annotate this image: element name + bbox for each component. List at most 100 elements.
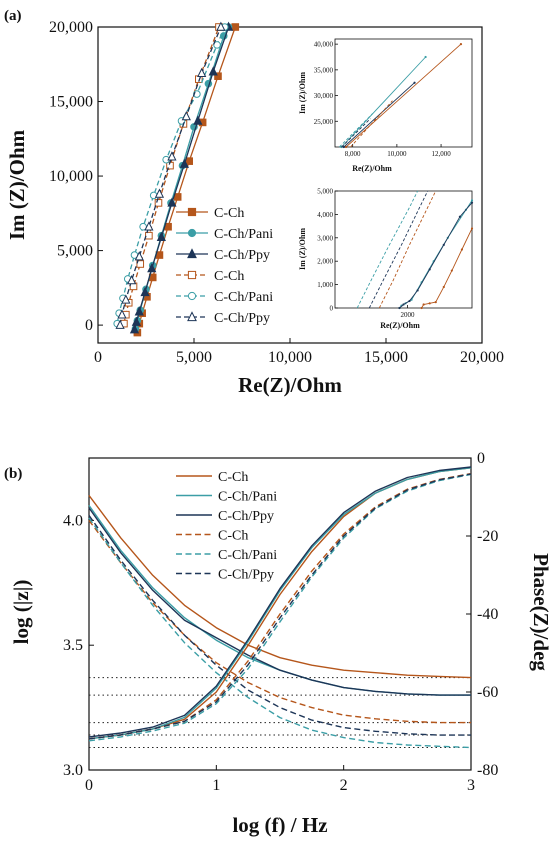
data-point-c-ch-ppy-dashed <box>121 294 131 304</box>
legend-marker <box>187 270 197 280</box>
y-tick-label: 5,000 <box>57 243 93 260</box>
y-tick-label: 0 <box>85 317 93 334</box>
inset-upper: 8,000 10,000 12,000 25,000 30,000 35,000 40,00… <box>298 38 473 173</box>
logz-line-c-ch-dashed <box>88 519 471 724</box>
inset-lower: 2000 0 1,000 2,000 3,000 4,000 5,000 Re(Z)/Ohm… <box>298 188 474 330</box>
data-point-c-ch-ppy-solid <box>156 231 166 241</box>
data-point-c-ch-ppy-solid <box>131 316 142 326</box>
inset-line-c-ch-pani-dashed <box>356 190 419 309</box>
inset-point-c-ch-solid <box>442 285 445 289</box>
inset-line-c-ch-solid <box>345 43 462 148</box>
panel-b-y-axis-title-right: Phase(Z)/deg <box>529 553 550 671</box>
legend-marker <box>187 228 197 238</box>
series-line-c-ch-ppy-dashed <box>119 26 222 326</box>
data-point-c-ch-solid <box>231 23 240 31</box>
inset-point-c-ch-solid <box>434 301 437 304</box>
panel-b-x-ticks: 0 1 2 3 <box>85 765 475 794</box>
legend-label: C-Ch/Pani <box>214 227 273 242</box>
data-point-c-ch-ppy-dashed <box>181 111 191 121</box>
inset-upper-ticks: 8,000 10,000 12,000 25,000 30,000 35,000 40,00… <box>314 41 451 158</box>
inset-upper-y-axis-title: Im (Z)/Ohm <box>298 72 307 114</box>
data-point-c-ch-solid <box>214 72 222 80</box>
inset-y-tick-label: 0 <box>330 305 334 313</box>
inset-line-c-ch-pani-solid <box>341 56 426 148</box>
data-point-c-ch-ppy-dashed <box>154 188 165 198</box>
legend-label: C-Ch/Ppy <box>218 568 274 583</box>
x-tick-label: 5,000 <box>176 349 212 366</box>
inset-x-tick-label: 10,000 <box>387 150 407 158</box>
logz-line-c-ch-solid <box>88 494 472 679</box>
data-point-c-ch-ppy-solid <box>179 158 190 168</box>
phase-line-c-ch-pani-dashed <box>88 473 472 742</box>
data-point-c-ch-ppy-dashed <box>197 67 207 78</box>
data-point-c-ch-ppy-dashed <box>134 251 144 261</box>
phase-line-c-ch-solid <box>88 467 472 740</box>
legend-marker <box>187 248 197 259</box>
legend-marker <box>187 311 197 322</box>
series-line-c-ch-pani-dashed <box>116 26 226 324</box>
inset-line-c-ch-dashed <box>350 100 393 148</box>
phase-line-c-ch-ppy-dashed <box>88 473 472 740</box>
inset-y-tick-label: 35,000 <box>314 66 334 74</box>
inset-lower-lines <box>356 190 474 310</box>
phase-line-c-ch-ppy-solid <box>88 466 472 738</box>
inset-point-c-ch-pani-solid <box>424 55 427 59</box>
inset-line-c-ch-ppy-dashed <box>341 118 371 148</box>
y-tick-label: 15,000 <box>49 94 93 111</box>
panel-b-y-ticks-right: 0 -20 -40 -60 -80 <box>466 450 498 779</box>
inset-y-tick-label: 40,000 <box>314 41 334 49</box>
y-right-tick-label: -20 <box>477 528 498 545</box>
y-right-tick-label: 0 <box>477 450 485 467</box>
inset-line-c-ch-ppy-solid <box>343 82 415 148</box>
data-point-c-ch-dashed <box>136 260 145 268</box>
data-point-c-ch-ppy-solid <box>129 324 140 334</box>
legend-marker <box>187 291 197 301</box>
inset-point-c-ch-solid <box>428 302 431 305</box>
phase-line-c-ch-pani-solid <box>88 467 472 740</box>
legend-label: C-Ch/Pani <box>218 490 277 505</box>
legend-label: C-Ch <box>214 206 244 221</box>
legend-marker <box>187 207 197 217</box>
data-point-c-ch-ppy-solid <box>208 66 218 76</box>
legend-label: C-Ch/Pani <box>218 548 277 563</box>
legend-label: C-Ch <box>218 529 248 544</box>
y-tick-label: 4.0 <box>63 512 83 529</box>
panel-b-y-ticks-left: 3.0 3.5 4.0 <box>63 512 94 779</box>
inset-point-c-ch-solid <box>450 269 453 272</box>
data-point-c-ch-ppy-dashed <box>115 319 125 329</box>
data-point-c-ch-dashed <box>145 231 153 240</box>
panel-b-x-axis-title: log (f) / Hz <box>232 813 327 837</box>
inset-point-c-ch-solid <box>344 145 348 149</box>
inset-point-c-ch-ppy-solid <box>408 299 411 303</box>
inset-line-c-ch-ppy-solid <box>399 202 473 309</box>
panel-b-bode: (b) 0 1 2 3 3.0 3.5 4.0 0 -20 -40 -60 -80 log (f)… <box>4 450 550 837</box>
inset-point-c-ch-ppy-solid <box>428 268 431 271</box>
inset-point-c-ch-ppy-solid <box>442 243 445 246</box>
inset-lower-ticks: 2000 0 1,000 2,000 3,000 4,000 5,000 <box>317 188 415 320</box>
inset-point-c-ch-ppy-solid <box>458 215 462 218</box>
logz-line-c-ch-pani-dashed <box>88 517 472 749</box>
panel-a-y-axis-title: Im (Z)/Ohm <box>5 129 29 240</box>
panel-a-series <box>113 21 240 337</box>
x-tick-label: 2 <box>340 777 348 794</box>
panel-a-x-axis-title: Re(Z)/Ohm <box>238 373 342 397</box>
legend-label: C-Ch/Ppy <box>214 311 270 326</box>
inset-y-tick-label: 30,000 <box>314 92 334 100</box>
x-tick-label: 10,000 <box>268 349 312 366</box>
x-tick-label: 0 <box>94 349 102 366</box>
inset-point-c-ch-pani-solid <box>470 199 474 202</box>
x-tick-label: 0 <box>85 777 93 794</box>
y-right-tick-label: -40 <box>477 606 498 623</box>
data-point-c-ch-ppy-dashed <box>144 221 154 231</box>
inset-point-c-ch-solid <box>459 43 463 46</box>
panel-a-y-ticks: 0 5,000 10,000 15,000 20,000 <box>49 19 103 334</box>
inset-y-tick-label: 4,000 <box>317 211 333 219</box>
inset-upper-lines <box>339 43 463 149</box>
inset-point-c-ch-solid <box>470 227 474 230</box>
inset-x-tick-label: 2000 <box>401 311 416 319</box>
inset-upper-x-axis-title: Re(Z)/Ohm <box>352 164 392 173</box>
panel-b-legend: C-Ch C-Ch/Pani C-Ch/Ppy C-Ch C-Ch/Pani C-Ch/P… <box>176 470 277 583</box>
panel-b-reference-lines <box>89 677 471 749</box>
data-point-c-ch-dashed <box>154 199 163 207</box>
